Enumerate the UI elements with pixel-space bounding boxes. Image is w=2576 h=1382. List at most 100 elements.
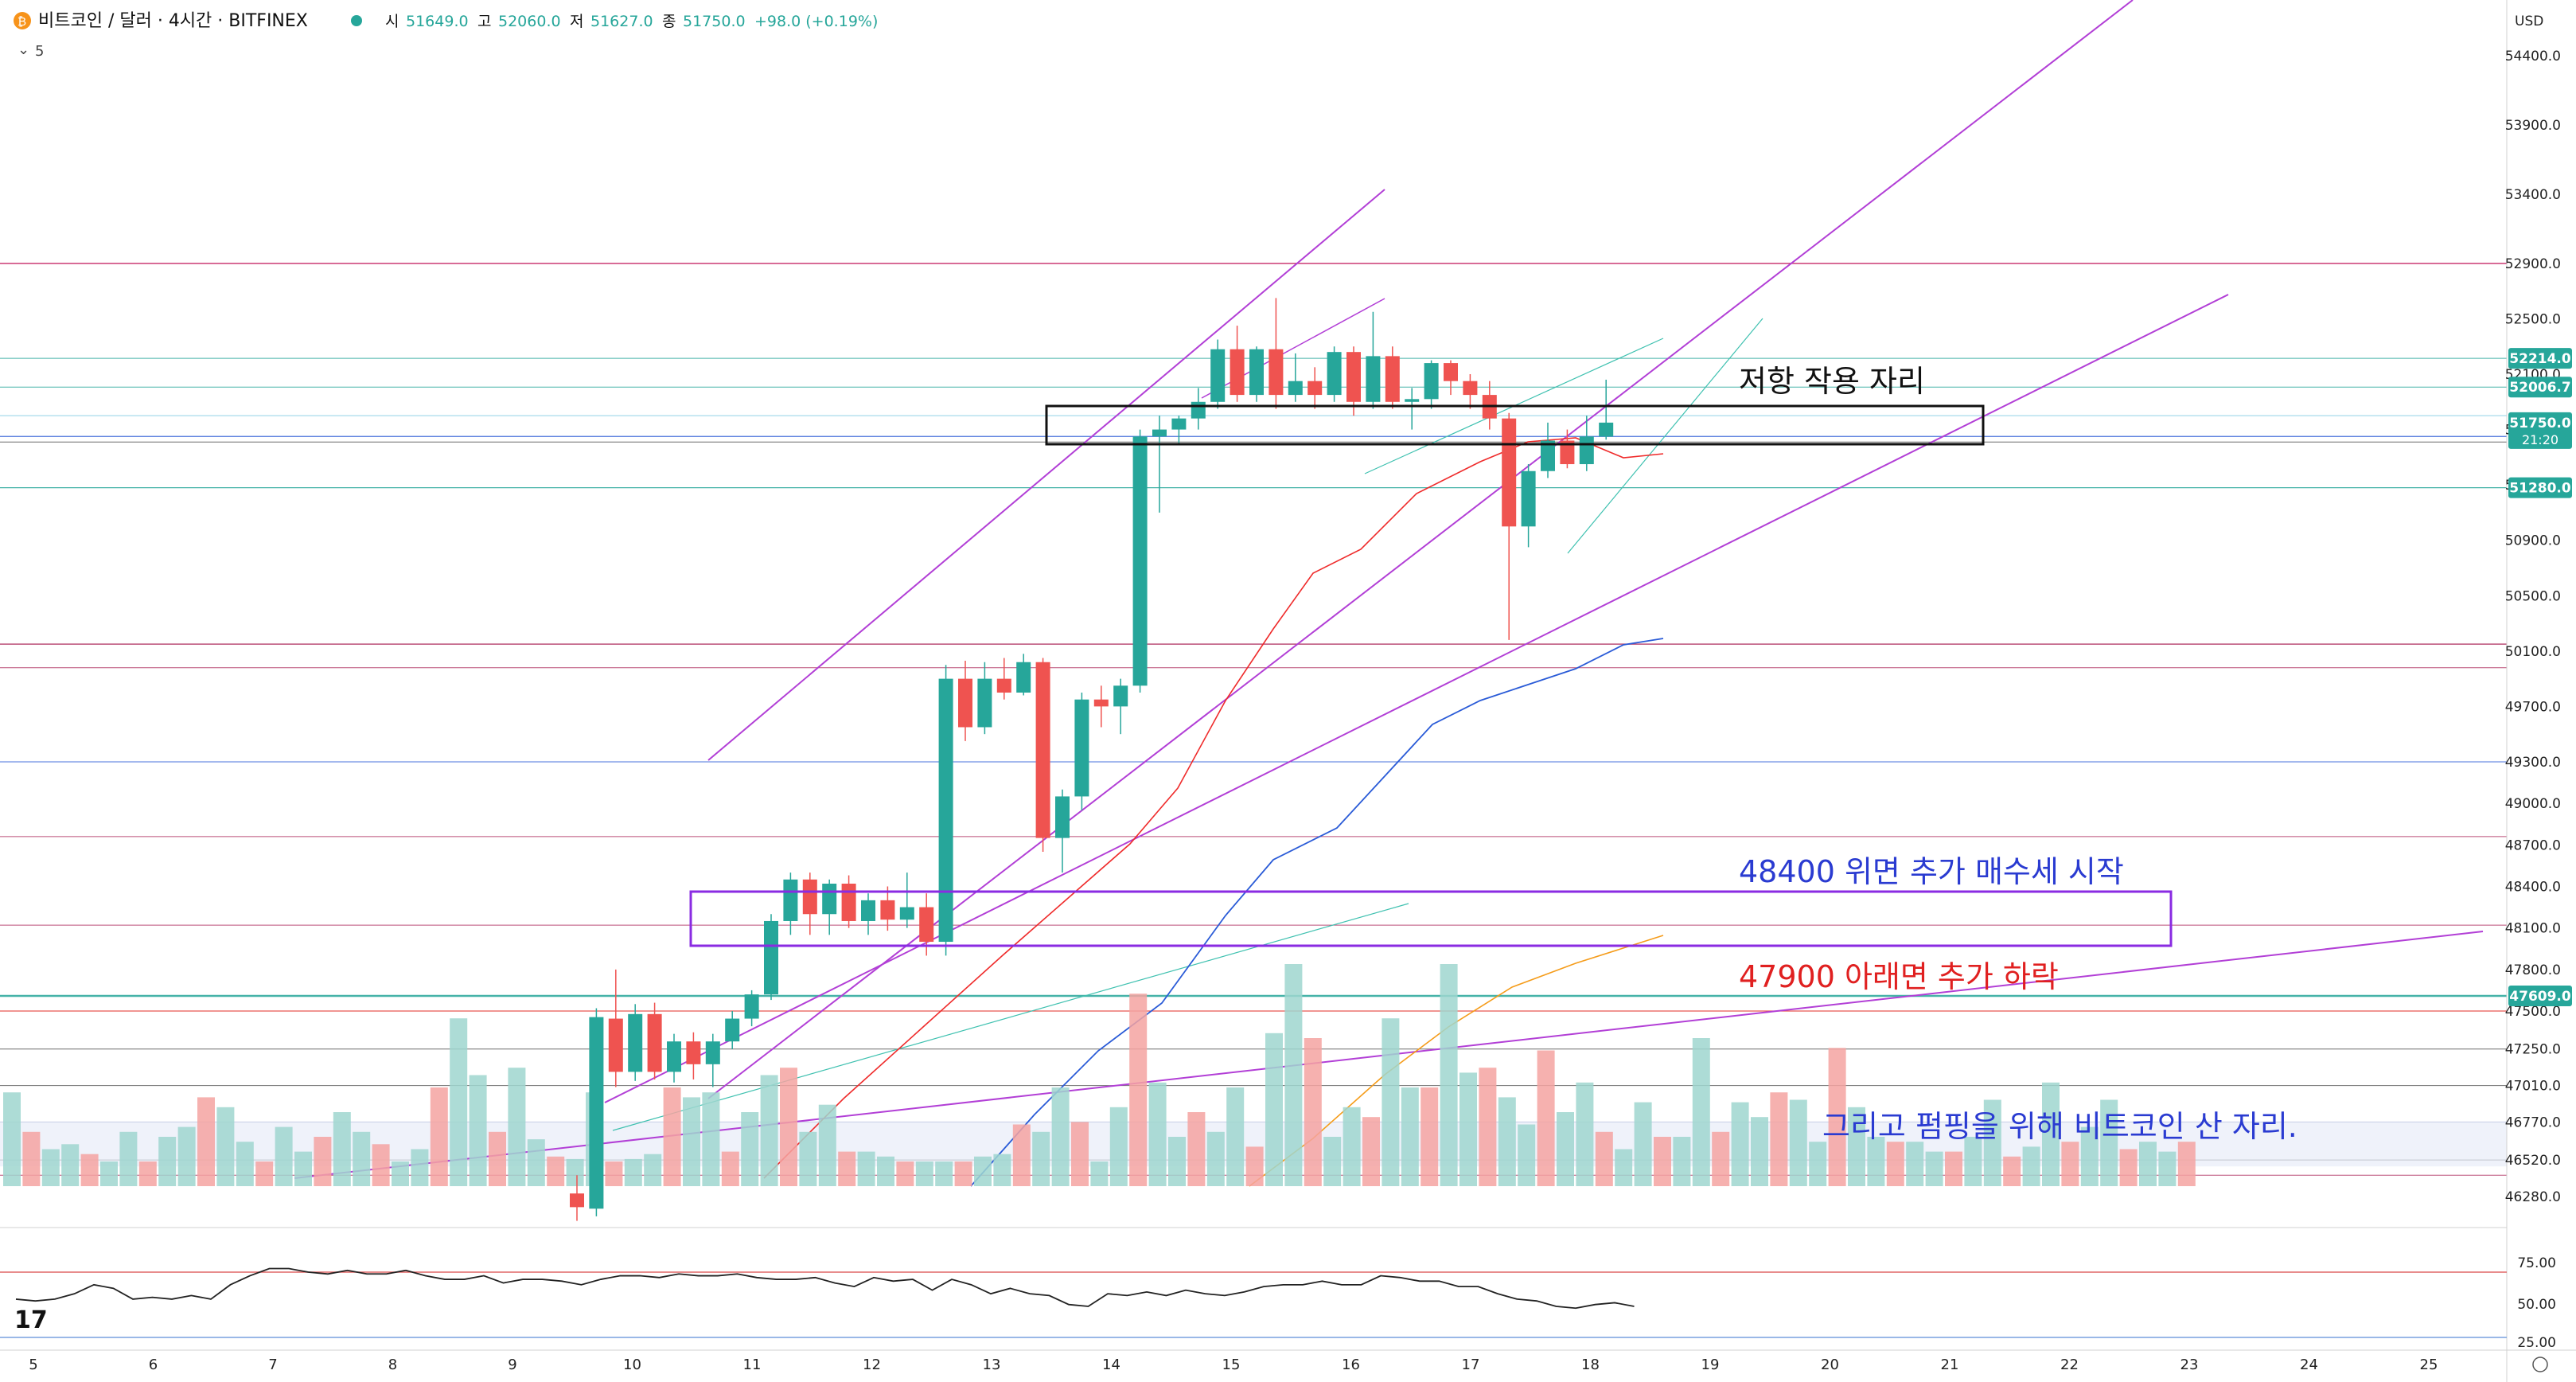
candle-body	[880, 900, 895, 920]
volume-bar	[1906, 1142, 1924, 1186]
ohlc-value: +98.0 (+0.19%)	[754, 13, 878, 30]
volume-bar	[1206, 1131, 1225, 1186]
volume-bar	[1595, 1131, 1613, 1186]
volume-bar	[1925, 1151, 1943, 1186]
candle-body	[705, 1041, 720, 1064]
volume-bar	[2042, 1082, 2060, 1186]
candle-body	[1191, 401, 1206, 419]
price-tick: 48700.0	[2505, 837, 2561, 853]
volume-bar	[644, 1154, 662, 1186]
candle-body	[802, 879, 817, 915]
volume-bar	[799, 1131, 817, 1186]
pump-zone-label: 그리고 펌핑을 위해 비트코인 산 자리.	[1822, 1109, 2297, 1144]
candle-body	[938, 678, 953, 943]
indicator-line	[604, 294, 2229, 1103]
ohlc-value: 51750.0	[683, 13, 746, 30]
volume-bar	[857, 1151, 875, 1186]
volume-bar	[721, 1151, 739, 1186]
volume-bar	[255, 1161, 274, 1186]
price-tick: 47010.0	[2505, 1079, 2561, 1095]
volume-bar	[954, 1161, 972, 1186]
volume-bar	[683, 1097, 700, 1186]
volume-bar	[1284, 964, 1303, 1186]
price-tick: 48100.0	[2505, 921, 2561, 937]
time-tick: 5	[29, 1357, 37, 1373]
price-badge-text: 52006.7	[2509, 380, 2570, 396]
candle-body	[608, 1018, 623, 1072]
candle-body	[996, 678, 1011, 693]
volume-bar	[489, 1131, 506, 1186]
candle-body	[822, 884, 837, 915]
volume-bar	[1498, 1097, 1516, 1186]
time-tick: 12	[863, 1357, 881, 1373]
indicator-line	[970, 638, 1664, 1187]
time-tick: 6	[149, 1357, 158, 1373]
tradingview-logo-icon: 17	[14, 1306, 48, 1334]
volume-bar	[1168, 1137, 1186, 1186]
indicator-line	[763, 437, 1664, 1179]
price-tick: 47800.0	[2505, 962, 2561, 978]
price-tick: 46770.0	[2505, 1115, 2561, 1130]
volume-bar	[1109, 1107, 1128, 1186]
ohlc-value: 종	[662, 13, 676, 30]
volume-bar	[1867, 1137, 1885, 1186]
price-tick: 53900.0	[2505, 118, 2561, 134]
time-tick: 7	[268, 1357, 277, 1373]
volume-bar	[702, 1092, 720, 1186]
price-tick: 46520.0	[2505, 1153, 2561, 1169]
candle-body	[958, 678, 972, 728]
time-tick: 9	[508, 1357, 516, 1373]
price-tick: 52500.0	[2505, 311, 2561, 327]
settings-gear-icon[interactable]	[2532, 1357, 2548, 1372]
volume-bar	[1654, 1137, 1671, 1186]
volume-bar	[2139, 1142, 2157, 1186]
volume-bar	[877, 1156, 894, 1186]
price-tick: 54400.0	[2505, 49, 2561, 64]
volume-bar	[1983, 1099, 2001, 1186]
bitcoin-icon	[14, 12, 31, 29]
time-tick: 14	[1102, 1357, 1120, 1373]
volume-bar	[1245, 1146, 1264, 1186]
candle-body	[1016, 662, 1031, 693]
volume-bar	[1848, 1107, 1865, 1186]
volume-bar	[294, 1151, 312, 1186]
volume-bar	[1634, 1102, 1652, 1186]
candle-body	[1035, 662, 1050, 838]
time-tick: 18	[1581, 1357, 1600, 1373]
time-tick: 17	[1462, 1357, 1480, 1373]
candle-body	[1463, 381, 1478, 396]
collapse-chevron-icon: ⌄	[18, 41, 29, 58]
time-tick: 11	[743, 1357, 762, 1373]
volume-bar	[1090, 1161, 1109, 1186]
resistance-box	[1045, 404, 1985, 446]
volume-bar	[2100, 1099, 2118, 1186]
price-badge	[2508, 986, 2572, 1007]
candle-body	[1599, 422, 1614, 437]
candle-body	[1055, 796, 1070, 838]
time-tick: 23	[2180, 1357, 2199, 1373]
volume-bar	[236, 1142, 254, 1186]
volume-bar	[469, 1075, 487, 1186]
volume-bar	[1809, 1142, 1827, 1186]
volume-bar	[1012, 1124, 1031, 1186]
volume-bar	[100, 1161, 118, 1186]
candle-body	[667, 1041, 681, 1072]
time-tick: 25	[2420, 1357, 2438, 1373]
volume-bar	[760, 1075, 778, 1186]
candle-body	[1385, 356, 1400, 402]
volume-bar	[1440, 964, 1458, 1186]
price-tick: 49300.0	[2505, 755, 2561, 771]
volume-bar	[508, 1068, 526, 1186]
resistance-label: 저항 작용 자리	[1739, 364, 1925, 399]
volume-bar	[61, 1144, 80, 1186]
volume-bar	[1945, 1151, 1962, 1186]
candle-body	[686, 1041, 701, 1064]
volume-bar	[1731, 1102, 1749, 1186]
volume-bar	[392, 1161, 409, 1186]
volume-bar	[1421, 1087, 1439, 1186]
volume-bar	[605, 1161, 623, 1186]
price-badge	[2508, 377, 2572, 398]
volume-bar	[1362, 1117, 1380, 1186]
price-badge-text: 51750.0	[2509, 416, 2571, 431]
